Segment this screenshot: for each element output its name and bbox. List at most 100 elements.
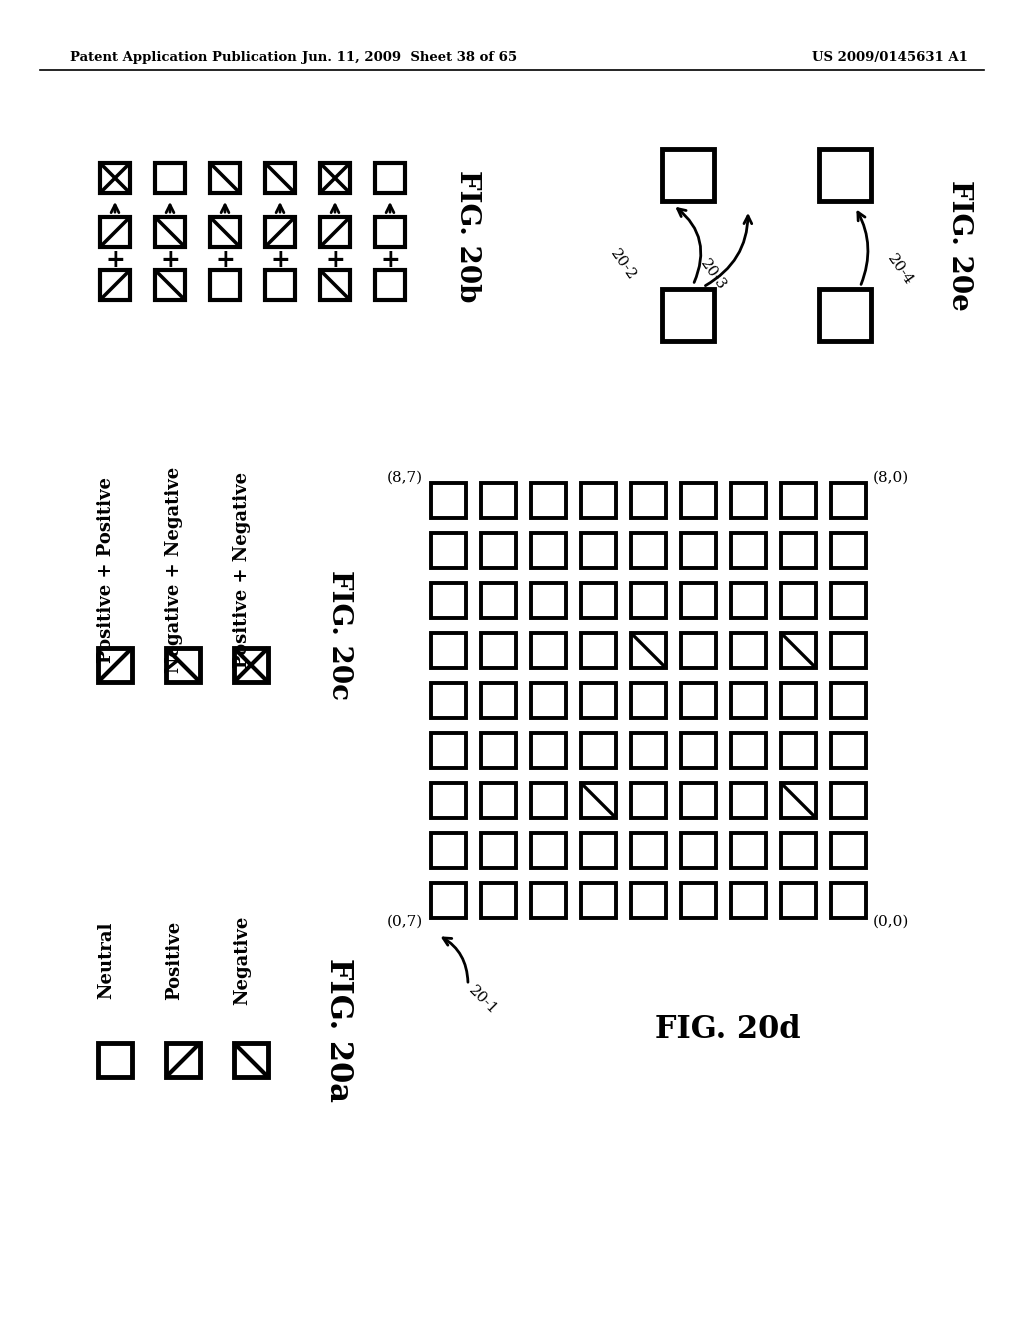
Bar — [430, 532, 466, 568]
Bar — [530, 733, 565, 767]
Bar — [830, 783, 865, 817]
Bar — [662, 149, 714, 201]
Text: Positive: Positive — [165, 920, 183, 999]
Bar — [530, 833, 565, 867]
Bar — [480, 632, 515, 668]
Bar — [780, 532, 815, 568]
Text: (0,7): (0,7) — [387, 915, 423, 929]
Text: FIG. 20a: FIG. 20a — [324, 958, 354, 1102]
Bar — [166, 648, 200, 682]
Bar — [780, 883, 815, 917]
Bar — [780, 833, 815, 867]
Bar — [631, 883, 666, 917]
Bar — [662, 289, 714, 341]
Bar — [581, 682, 615, 718]
Bar — [319, 162, 350, 193]
Bar — [631, 833, 666, 867]
Bar — [730, 483, 766, 517]
Text: +: + — [380, 248, 400, 272]
Bar — [210, 271, 240, 300]
Bar — [234, 1043, 268, 1077]
Bar — [581, 582, 615, 618]
Text: (8,0): (8,0) — [873, 471, 909, 484]
Bar — [265, 162, 295, 193]
Bar — [581, 532, 615, 568]
Text: +: + — [215, 248, 234, 272]
Bar — [631, 682, 666, 718]
Bar — [430, 783, 466, 817]
Bar — [319, 216, 350, 247]
Bar — [730, 682, 766, 718]
Bar — [430, 682, 466, 718]
Bar — [681, 883, 716, 917]
Bar — [681, 833, 716, 867]
Bar — [780, 733, 815, 767]
Bar — [375, 162, 406, 193]
Bar — [265, 271, 295, 300]
Bar — [234, 648, 268, 682]
Bar — [480, 582, 515, 618]
Bar — [375, 216, 406, 247]
Text: US 2009/0145631 A1: US 2009/0145631 A1 — [812, 50, 968, 63]
Bar — [730, 632, 766, 668]
Bar — [480, 682, 515, 718]
Text: +: + — [270, 248, 290, 272]
Bar — [430, 733, 466, 767]
Bar — [830, 682, 865, 718]
Bar — [530, 532, 565, 568]
Bar — [631, 632, 666, 668]
Bar — [730, 733, 766, 767]
Bar — [166, 1043, 200, 1077]
Bar — [780, 682, 815, 718]
Text: 20-4: 20-4 — [885, 252, 915, 288]
Text: Jun. 11, 2009  Sheet 38 of 65: Jun. 11, 2009 Sheet 38 of 65 — [302, 50, 517, 63]
Bar — [830, 733, 865, 767]
Bar — [631, 783, 666, 817]
Bar — [631, 483, 666, 517]
Bar — [681, 483, 716, 517]
Bar — [480, 483, 515, 517]
Bar — [581, 883, 615, 917]
Text: FIG. 20b: FIG. 20b — [454, 170, 480, 302]
Text: Positive + Negative: Positive + Negative — [233, 473, 251, 668]
Bar — [430, 883, 466, 917]
Bar — [100, 162, 130, 193]
Bar — [155, 216, 185, 247]
Bar — [581, 733, 615, 767]
Text: Positive + Positive: Positive + Positive — [97, 477, 115, 663]
Text: 20-1: 20-1 — [466, 983, 500, 1018]
Text: +: + — [105, 248, 125, 272]
Bar — [730, 582, 766, 618]
Bar — [780, 632, 815, 668]
Bar — [681, 733, 716, 767]
Text: (8,7): (8,7) — [387, 471, 423, 484]
Bar — [730, 532, 766, 568]
Text: Neutral: Neutral — [97, 921, 115, 999]
Text: FIG. 20d: FIG. 20d — [655, 1015, 801, 1045]
Text: Negative + Negative: Negative + Negative — [165, 467, 183, 673]
Bar — [480, 532, 515, 568]
Bar — [819, 289, 871, 341]
Bar — [830, 532, 865, 568]
Text: Negative: Negative — [233, 915, 251, 1005]
Bar — [631, 733, 666, 767]
Bar — [631, 532, 666, 568]
Bar — [830, 582, 865, 618]
Bar — [430, 483, 466, 517]
Text: +: + — [326, 248, 345, 272]
Bar — [581, 483, 615, 517]
Bar — [530, 483, 565, 517]
Bar — [830, 883, 865, 917]
Bar — [530, 883, 565, 917]
Bar — [530, 682, 565, 718]
Bar — [480, 783, 515, 817]
Bar — [830, 833, 865, 867]
Bar — [480, 833, 515, 867]
Bar — [581, 783, 615, 817]
Text: FIG. 20e: FIG. 20e — [946, 180, 974, 310]
Bar — [98, 1043, 132, 1077]
Bar — [375, 271, 406, 300]
Bar — [681, 632, 716, 668]
Bar — [730, 883, 766, 917]
Bar — [730, 783, 766, 817]
